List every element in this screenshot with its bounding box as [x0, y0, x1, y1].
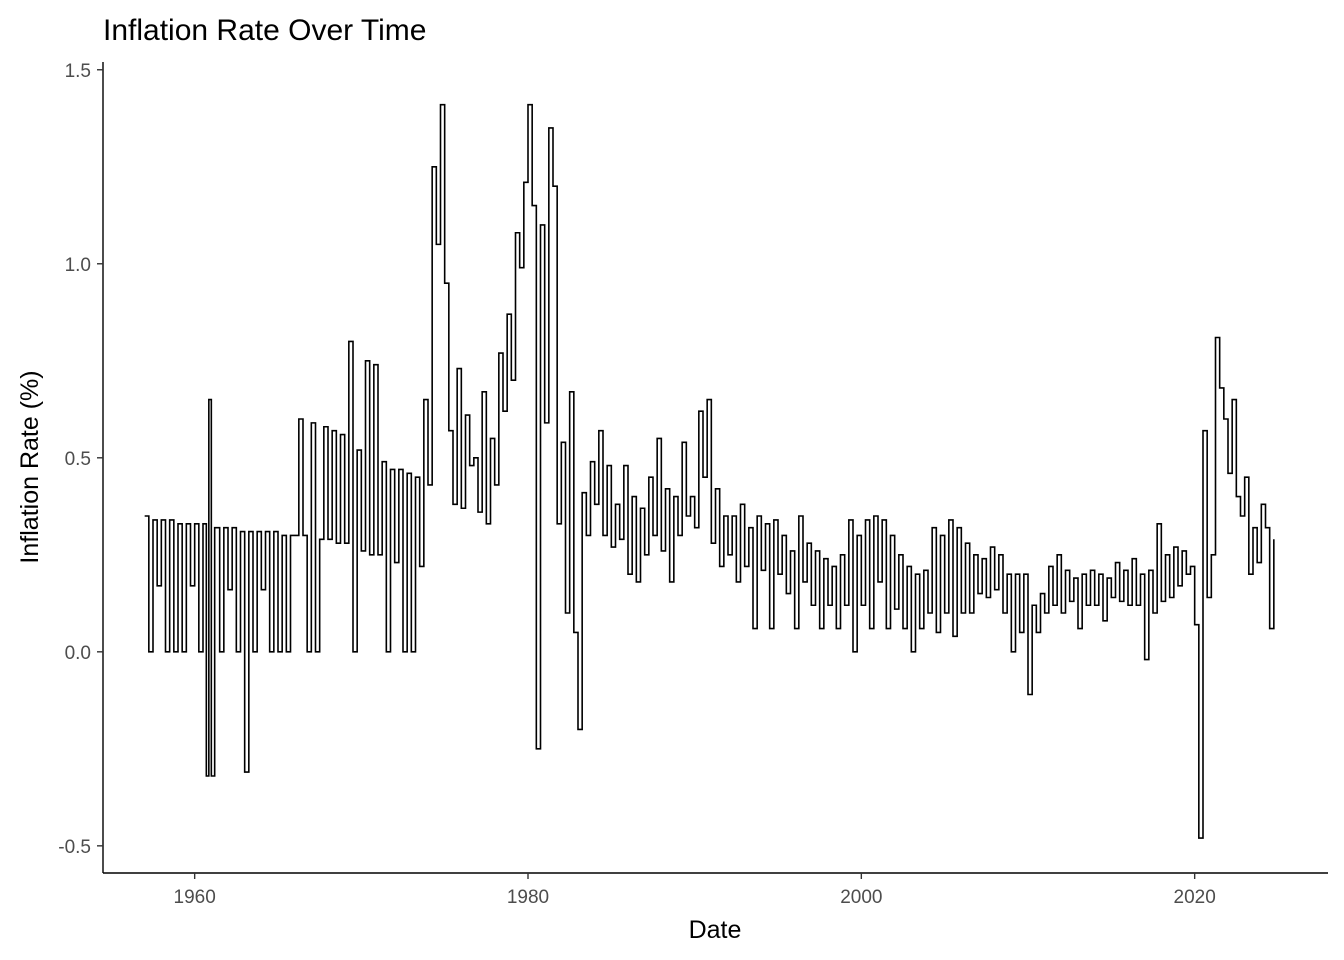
x-axis-title: Date: [689, 916, 742, 944]
y-tick-label: 1.5: [65, 61, 91, 82]
x-tick-label: 1960: [174, 887, 216, 908]
y-tick-label: 0.0: [65, 643, 91, 664]
y-tick-label: 0.5: [65, 449, 91, 470]
y-axis-title: Inflation Rate (%): [16, 370, 44, 563]
x-axis-ticks: 1960 1980 2000 2020: [174, 873, 1216, 908]
plot-panel: 1960 1980 2000 2020 -0.5 0.0 0.5 1.0 1.5: [58, 61, 1328, 908]
x-tick-label: 2000: [840, 887, 882, 908]
y-tick-label: 1.0: [65, 255, 91, 276]
series-line-0: [144, 103, 1275, 839]
x-tick-label: 1980: [507, 887, 549, 908]
y-axis-ticks: -0.5 0.0 0.5 1.0 1.5: [58, 61, 103, 858]
x-tick-label: 2020: [1174, 887, 1216, 908]
series-layer: [144, 103, 1275, 839]
y-tick-label: -0.5: [58, 837, 91, 858]
chart-title: Inflation Rate Over Time: [103, 14, 426, 47]
